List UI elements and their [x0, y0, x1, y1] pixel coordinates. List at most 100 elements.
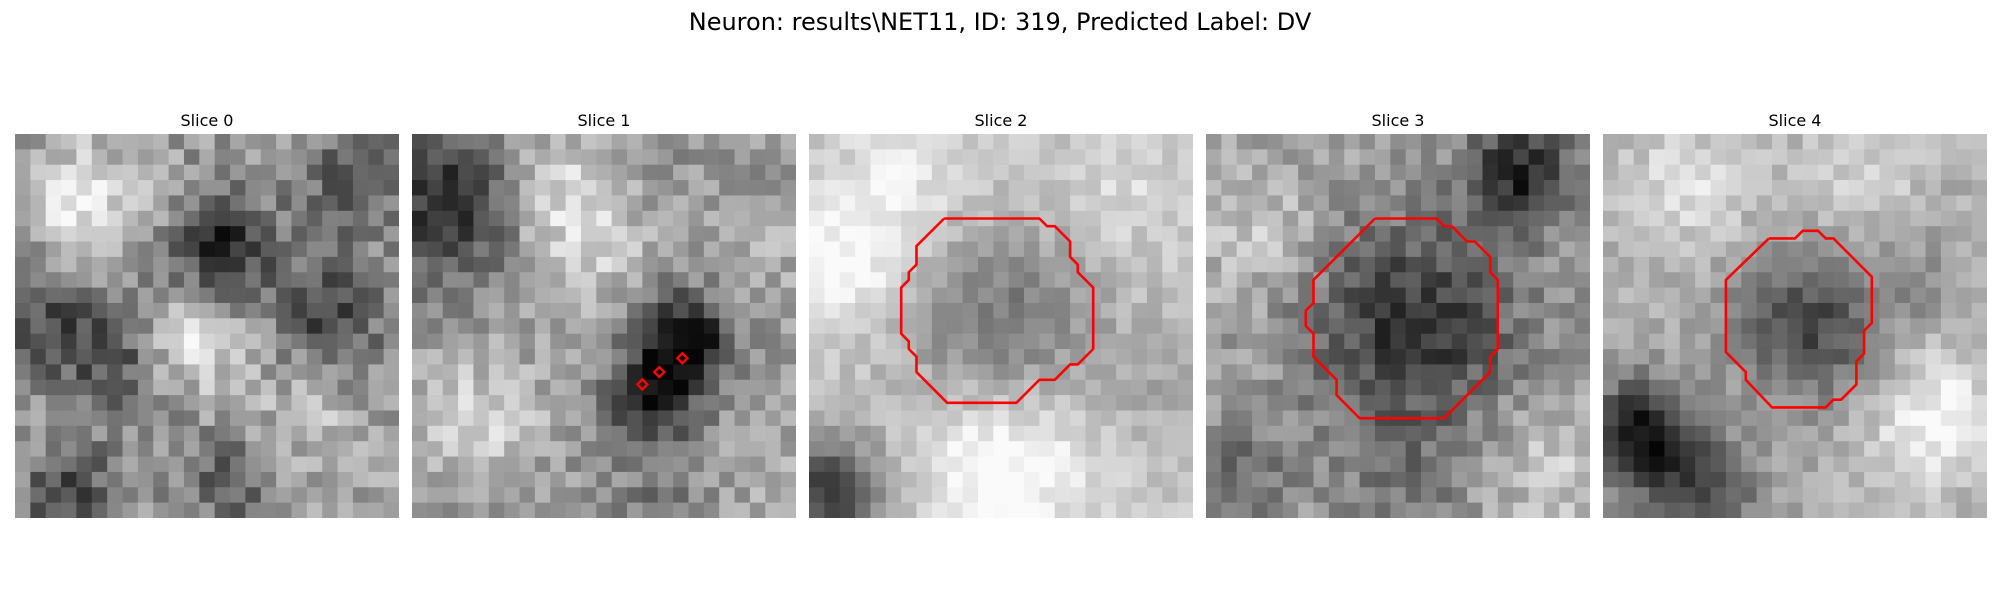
pixel-cell: [855, 195, 871, 212]
pixel-cell: [1695, 164, 1711, 181]
pixel-cell: [1054, 272, 1071, 288]
pixel-cell: [1956, 318, 1973, 335]
pixel-cell: [1024, 395, 1040, 411]
pixel-cell: [519, 410, 536, 427]
pixel-cell: [657, 164, 674, 181]
pixel-cell: [1100, 241, 1117, 258]
pixel-cell: [1513, 456, 1529, 473]
pixel-cell: [1956, 272, 1973, 288]
pixel-cell: [824, 456, 841, 473]
pixel-cell: [1024, 502, 1040, 518]
pixel-cell: [1787, 318, 1804, 335]
pixel-cell: [61, 379, 77, 396]
pixel-cell: [458, 333, 474, 350]
pixel-cell: [1054, 333, 1071, 350]
pixel-cell: [183, 226, 200, 242]
pixel-cell: [1313, 333, 1330, 350]
pixel-cell: [306, 149, 323, 166]
pixel-cell: [657, 425, 674, 442]
pixel-cell: [473, 333, 490, 350]
pixel-cell: [76, 180, 93, 196]
pixel-cell: [657, 241, 674, 258]
pixel-cell: [1956, 395, 1973, 411]
pixel-cell: [519, 456, 536, 473]
pixel-cell: [1603, 333, 1619, 350]
pixel-cell: [1741, 410, 1757, 427]
pixel-cell: [153, 441, 169, 457]
pixel-cell: [1162, 425, 1179, 442]
pixel-cell: [337, 256, 354, 273]
pixel-cell: [1328, 333, 1345, 350]
pixel-cell: [337, 364, 354, 381]
pixel-cell: [1725, 333, 1742, 350]
pixel-cell: [1252, 256, 1268, 273]
pixel-cell: [1085, 256, 1102, 273]
pixel-cell: [427, 226, 444, 242]
pixel-cell: [1313, 471, 1330, 488]
pixel-cell: [1298, 241, 1314, 258]
pixel-cell: [1910, 287, 1926, 304]
pixel-cell: [519, 149, 536, 166]
pixel-cell: [1436, 487, 1453, 504]
pixel-cell: [1603, 456, 1619, 473]
pixel-cell: [1543, 487, 1560, 504]
pixel-cell: [1771, 195, 1788, 212]
pixel-cell: [214, 226, 231, 242]
pixel-cell: [1146, 210, 1163, 227]
pixel-cell: [1864, 149, 1880, 166]
pixel-cell: [824, 287, 841, 304]
pixel-cell: [947, 318, 963, 335]
pixel-cell: [1741, 333, 1757, 350]
pixel-cell: [1467, 256, 1483, 273]
pixel-cell: [1559, 134, 1576, 150]
pixel-cell: [1100, 164, 1117, 181]
pixel-cell: [1008, 195, 1025, 212]
pixel-cell: [1894, 471, 1911, 488]
pixel-cell: [1177, 471, 1193, 488]
pixel-cell: [550, 410, 566, 427]
pixel-cell: [627, 471, 643, 488]
pixel-cell: [719, 318, 735, 335]
pixel-cell: [1971, 180, 1987, 196]
pixel-cell: [199, 241, 216, 258]
pixel-cell: [1085, 180, 1102, 196]
pixel-cell: [260, 180, 277, 196]
pixel-cell: [1436, 364, 1453, 381]
pixel-cell: [1008, 349, 1025, 365]
pixel-cell: [153, 164, 169, 181]
pixel-cell: [76, 149, 93, 166]
pixel-cell: [824, 164, 841, 181]
pixel-cell: [596, 349, 613, 365]
pixel-cell: [734, 256, 751, 273]
pixel-cell: [885, 364, 902, 381]
pixel-cell: [1679, 256, 1696, 273]
pixel-cell: [107, 302, 123, 319]
pixel-cell: [657, 318, 674, 335]
pixel-cell: [1252, 349, 1268, 365]
pixel-cell: [122, 272, 139, 288]
pixel-cell: [519, 256, 536, 273]
pixel-cell: [870, 241, 887, 258]
pixel-cell: [673, 241, 689, 258]
pixel-cell: [1971, 272, 1987, 288]
pixel-cell: [1267, 456, 1284, 473]
pixel-cell: [1894, 164, 1911, 181]
pixel-cell: [534, 333, 551, 350]
pixel-cell: [1818, 134, 1834, 150]
pixel-cell: [993, 379, 1010, 396]
pixel-cell: [673, 195, 689, 212]
pixel-cell: [107, 471, 123, 488]
pixel-cell: [688, 272, 705, 288]
pixel-cell: [61, 210, 77, 227]
pixel-cell: [91, 241, 108, 258]
pixel-cell: [107, 395, 123, 411]
pixel-cell: [1374, 502, 1391, 518]
pixel-cell: [734, 502, 751, 518]
pixel-cell: [230, 395, 246, 411]
pixel-cell: [1162, 410, 1179, 427]
pixel-cell: [1267, 195, 1284, 212]
pixel-cell: [368, 134, 385, 150]
pixel-cell: [580, 487, 597, 504]
pixel-cell: [1070, 410, 1086, 427]
pixel-cell: [1039, 195, 1056, 212]
